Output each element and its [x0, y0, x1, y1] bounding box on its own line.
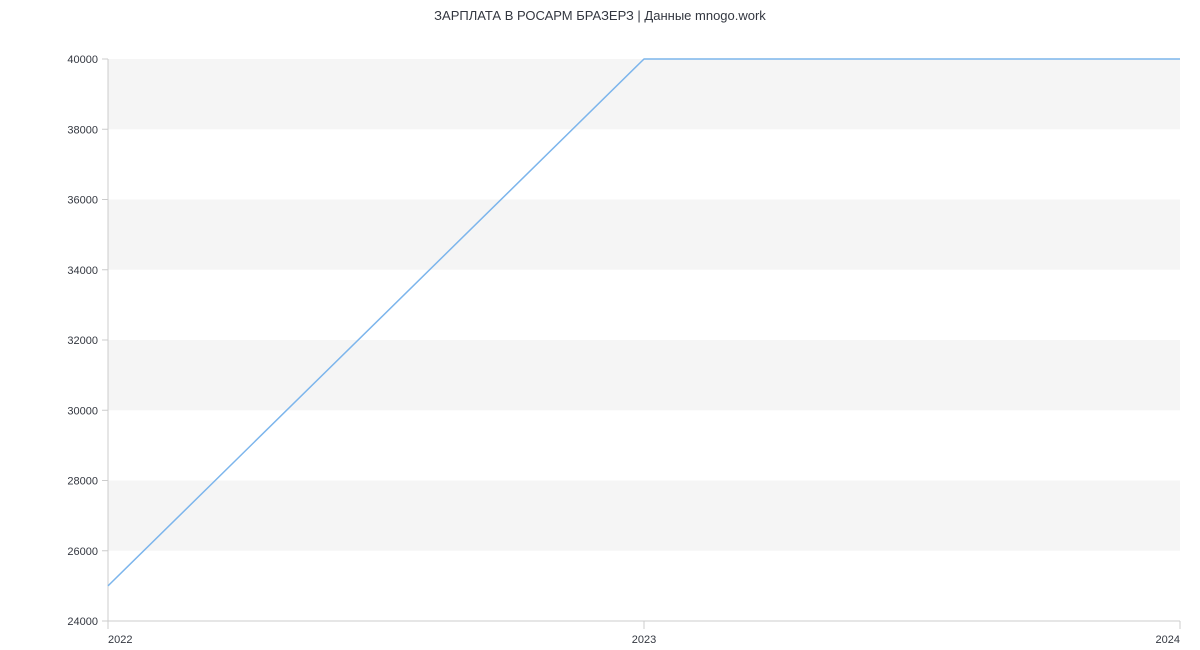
svg-text:40000: 40000	[67, 54, 98, 66]
svg-text:2022: 2022	[108, 634, 132, 646]
svg-text:38000: 38000	[67, 124, 98, 136]
svg-text:2023: 2023	[632, 634, 656, 646]
svg-text:32000: 32000	[67, 335, 98, 347]
svg-text:36000: 36000	[67, 195, 98, 207]
chart-container: 24000 26000 28000 30000 32000 34000 36000 38000…	[0, 29, 1200, 649]
svg-text:24000: 24000	[67, 616, 98, 628]
chart-title: ЗАРПЛАТА В РОСАРМ БРАЗЕРЗ | Данные mnogo…	[0, 0, 1200, 29]
line-chart: 24000 26000 28000 30000 32000 34000 36000 38000…	[0, 29, 1200, 649]
svg-text:28000: 28000	[67, 476, 98, 488]
svg-text:34000: 34000	[67, 265, 98, 277]
svg-text:2024: 2024	[1156, 634, 1180, 646]
svg-text:30000: 30000	[67, 405, 98, 417]
svg-text:26000: 26000	[67, 546, 98, 558]
